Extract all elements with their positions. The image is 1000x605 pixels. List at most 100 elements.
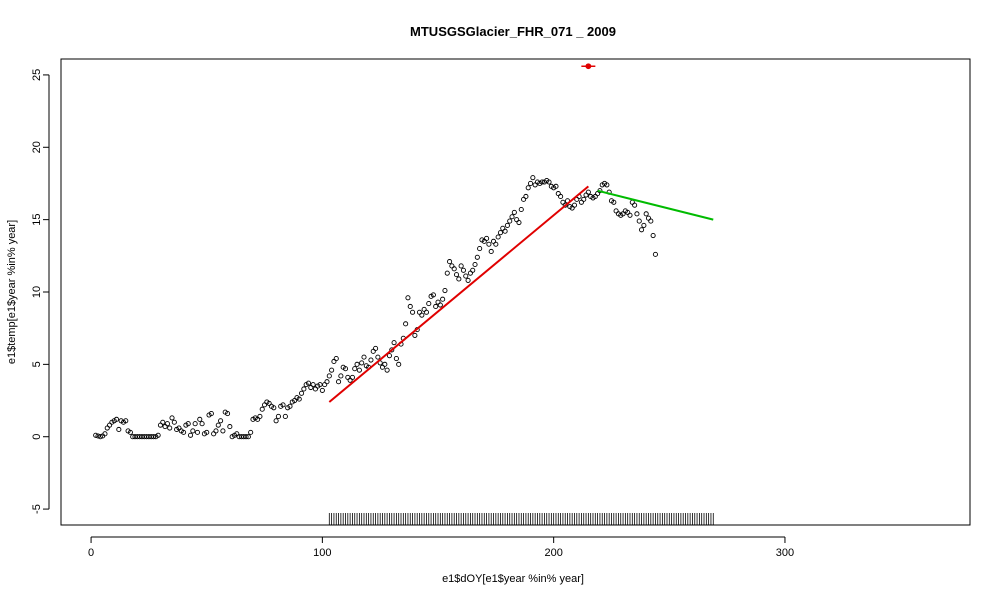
data-point: [319, 387, 325, 393]
data-point: [546, 179, 552, 185]
data-point: [497, 230, 504, 236]
data-point: [636, 218, 642, 224]
data-point: [181, 429, 187, 435]
chart-title: MTUSGSGlacier_FHR_071 _ 2009: [410, 24, 616, 39]
data-point: [194, 429, 201, 435]
data-point: [611, 199, 617, 205]
data-point: [440, 296, 446, 302]
data-point: [511, 209, 517, 215]
data-point: [333, 356, 339, 362]
data-point: [373, 345, 379, 351]
data-point: [243, 434, 249, 440]
data-point: [342, 366, 349, 372]
x-tick-label: 100: [313, 547, 331, 559]
data-point: [648, 218, 654, 224]
y-tick-label: 25: [31, 69, 43, 81]
data-point: [287, 403, 293, 409]
y-tick-label: 10: [31, 286, 43, 298]
data-point: [451, 266, 457, 272]
data-point: [430, 292, 436, 298]
data-point: [495, 234, 501, 240]
data-point: [581, 196, 587, 202]
data-point: [641, 222, 647, 228]
data-point: [493, 241, 499, 247]
data-point: [185, 421, 191, 427]
data-point: [444, 270, 450, 276]
data-point: [305, 380, 312, 386]
data-point: [282, 413, 288, 420]
data-point: [116, 426, 122, 433]
data-point: [349, 374, 355, 380]
data-point: [502, 228, 508, 234]
rug-marks: [328, 513, 714, 525]
data-point: [190, 428, 196, 434]
data-point: [465, 277, 471, 283]
data-point: [403, 321, 409, 327]
data-point: [562, 202, 568, 208]
data-point: [523, 193, 529, 200]
data-point: [354, 361, 360, 367]
data-point: [530, 175, 536, 181]
data-point: [123, 418, 129, 424]
data-point: [391, 340, 397, 346]
data-point: [525, 185, 531, 191]
data-point: [375, 354, 381, 360]
marker-layer: [581, 63, 596, 70]
data-point: [259, 406, 265, 412]
data-point: [433, 303, 439, 310]
data-point: [458, 263, 464, 269]
data-point: [405, 295, 411, 301]
data-point: [329, 367, 335, 373]
data-point: [389, 347, 395, 353]
data-point: [150, 434, 157, 440]
data-point: [275, 413, 281, 420]
x-tick-label: 200: [544, 547, 562, 559]
data-point: [361, 354, 367, 360]
data-point: [338, 373, 344, 379]
data-point: [359, 360, 365, 366]
data-point: [604, 182, 610, 188]
data-point: [419, 312, 425, 318]
data-point: [356, 367, 362, 373]
y-tick-label: 0: [31, 434, 43, 440]
data-point: [167, 425, 173, 431]
data-point: [627, 212, 633, 218]
data-point: [463, 273, 469, 279]
data-point: [488, 248, 494, 255]
data-point: [460, 267, 467, 273]
data-point: [160, 419, 166, 425]
data-point: [213, 428, 219, 434]
data-point: [197, 416, 203, 422]
y-axis: -5 0 5 10 15 20 25: [31, 69, 50, 514]
data-point: [632, 202, 638, 208]
data-point: [585, 189, 591, 195]
data-point: [298, 390, 305, 396]
data-point: [215, 422, 221, 428]
data-point: [97, 434, 103, 440]
data-point: [507, 218, 513, 224]
data-point: [102, 431, 108, 437]
data-point: [245, 434, 251, 440]
data-point: [208, 411, 214, 417]
data-point: [171, 419, 177, 425]
data-point: [472, 261, 478, 268]
data-point: [187, 432, 194, 438]
data-point: [218, 418, 224, 424]
data-point: [204, 429, 210, 435]
data-point: [652, 251, 658, 257]
data-point: [643, 211, 649, 217]
data-point: [280, 402, 286, 408]
data-point: [410, 309, 416, 315]
data-point: [227, 424, 233, 430]
data-point: [634, 211, 640, 217]
data-point: [93, 432, 99, 438]
y-axis-label: e1$temp[e1$year %in% year]: [6, 220, 18, 364]
fit-lines: [328, 185, 714, 403]
data-point: [453, 272, 460, 278]
data-point: [571, 202, 578, 208]
marker-point: [585, 63, 592, 70]
data-point: [407, 303, 413, 310]
y-tick-label: -5: [31, 504, 43, 514]
